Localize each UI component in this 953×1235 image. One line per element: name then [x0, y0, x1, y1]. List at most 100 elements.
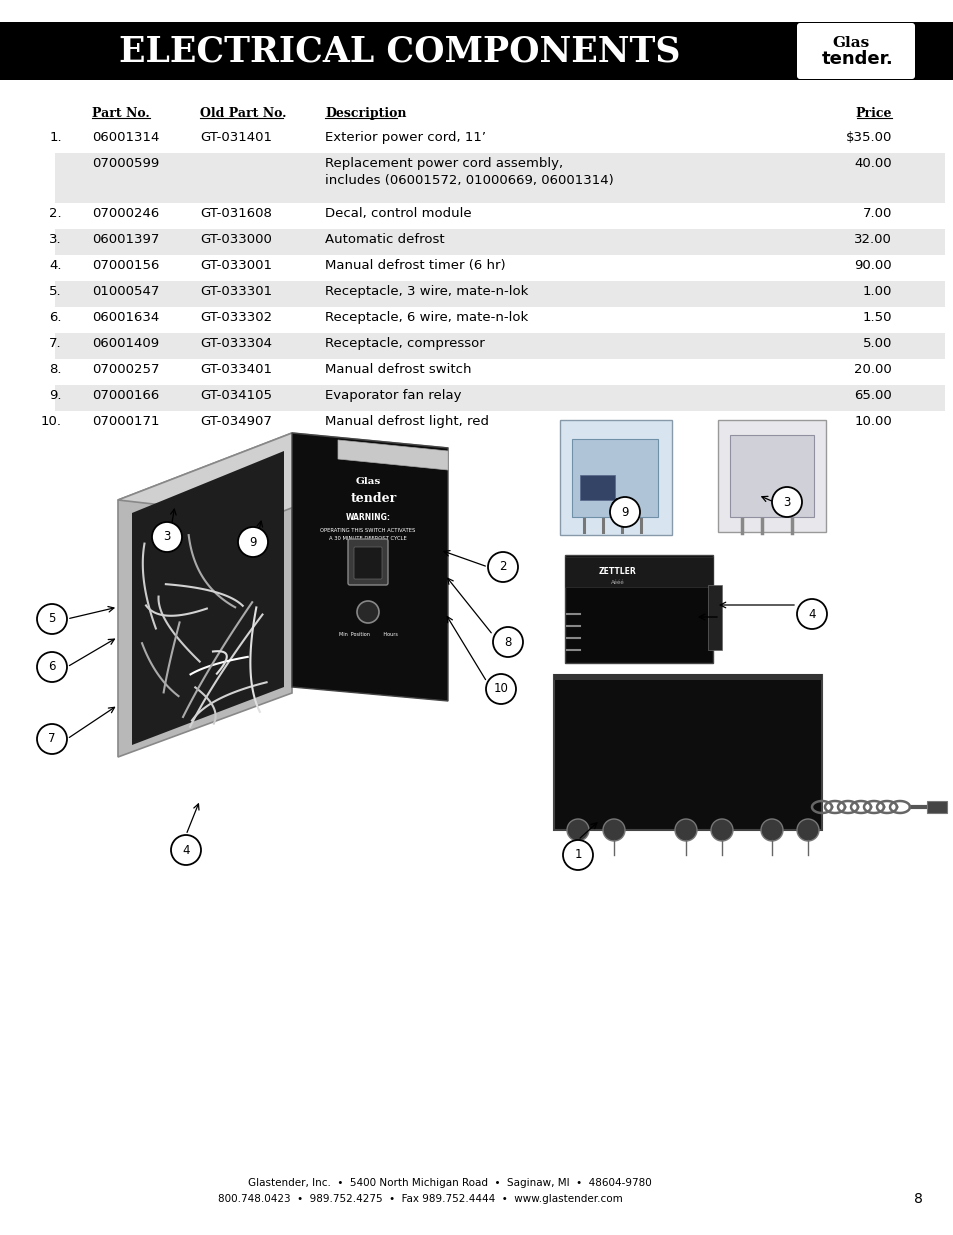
Circle shape — [760, 819, 782, 841]
Text: 06001409: 06001409 — [91, 337, 159, 350]
Text: 01000547: 01000547 — [91, 285, 159, 298]
Bar — [0, 22, 953, 80]
Text: 8: 8 — [504, 636, 511, 648]
Text: 20.00: 20.00 — [853, 363, 891, 375]
Circle shape — [356, 601, 378, 622]
Bar — [55, 153, 944, 203]
Text: 3.: 3. — [50, 233, 62, 246]
Text: 10.: 10. — [41, 415, 62, 429]
Text: 800.748.0423  •  989.752.4275  •  Fax 989.752.4444  •  www.glastender.com: 800.748.0423 • 989.752.4275 • Fax 989.75… — [217, 1194, 621, 1204]
Text: 8.: 8. — [50, 363, 62, 375]
Circle shape — [37, 652, 67, 682]
Text: 06001397: 06001397 — [91, 233, 159, 246]
Text: Old Part No.: Old Part No. — [200, 107, 286, 120]
Text: GT-034907: GT-034907 — [200, 415, 272, 429]
Text: Glas: Glas — [832, 36, 869, 49]
Text: ELECTRICAL COMPONENTS: ELECTRICAL COMPONENTS — [119, 35, 680, 68]
FancyBboxPatch shape — [718, 420, 825, 532]
Text: Part No.: Part No. — [91, 107, 150, 120]
Text: 10.00: 10.00 — [853, 415, 891, 429]
Text: Glastender, Inc.  •  5400 North Michigan Road  •  Saginaw, MI  •  48604-9780: Glastender, Inc. • 5400 North Michigan R… — [248, 1178, 651, 1188]
Text: 5.00: 5.00 — [862, 337, 891, 350]
Text: 07000599: 07000599 — [91, 157, 159, 170]
Polygon shape — [337, 440, 448, 471]
Text: 06001634: 06001634 — [91, 311, 159, 324]
Circle shape — [485, 674, 516, 704]
Text: 90.00: 90.00 — [854, 259, 891, 272]
Text: Automatic defrost: Automatic defrost — [325, 233, 444, 246]
Circle shape — [171, 835, 201, 864]
Text: 5: 5 — [49, 613, 55, 625]
Circle shape — [796, 819, 818, 841]
Text: Price: Price — [855, 107, 891, 120]
Text: Manual defrost timer (6 hr): Manual defrost timer (6 hr) — [325, 259, 505, 272]
Text: 9.: 9. — [50, 389, 62, 403]
Text: GT-033001: GT-033001 — [200, 259, 272, 272]
Circle shape — [796, 599, 826, 629]
Text: 9: 9 — [249, 536, 256, 548]
Polygon shape — [118, 433, 448, 517]
Circle shape — [710, 819, 732, 841]
Text: 7.00: 7.00 — [862, 207, 891, 220]
Text: GT-031401: GT-031401 — [200, 131, 272, 144]
Text: 1.50: 1.50 — [862, 311, 891, 324]
Bar — [707, 585, 721, 650]
Bar — [572, 438, 658, 517]
Text: Manual defrost light, red: Manual defrost light, red — [325, 415, 489, 429]
Text: GT-033000: GT-033000 — [200, 233, 272, 246]
Circle shape — [37, 724, 67, 755]
FancyBboxPatch shape — [796, 23, 914, 79]
Text: 1: 1 — [574, 848, 581, 862]
FancyBboxPatch shape — [348, 538, 388, 585]
Text: Min  Position         Hours: Min Position Hours — [338, 631, 397, 636]
Circle shape — [602, 819, 624, 841]
Text: 7.: 7. — [50, 337, 62, 350]
Polygon shape — [292, 433, 448, 701]
Text: 5.: 5. — [50, 285, 62, 298]
Text: 10: 10 — [493, 683, 508, 695]
Text: GT-033301: GT-033301 — [200, 285, 272, 298]
FancyBboxPatch shape — [559, 420, 671, 535]
Bar — [55, 228, 944, 254]
Text: 65.00: 65.00 — [853, 389, 891, 403]
Text: Exterior power cord, 11’: Exterior power cord, 11’ — [325, 131, 485, 144]
Text: 1.00: 1.00 — [862, 285, 891, 298]
Text: Glas: Glas — [355, 478, 380, 487]
Polygon shape — [118, 433, 292, 757]
Circle shape — [566, 819, 588, 841]
Text: 3: 3 — [782, 495, 790, 509]
Text: 07000246: 07000246 — [91, 207, 159, 220]
Text: ZETTLER: ZETTLER — [598, 568, 637, 577]
Bar — [55, 333, 944, 359]
Bar — [554, 676, 821, 830]
Text: tender: tender — [351, 492, 396, 505]
Bar — [55, 282, 944, 308]
Bar — [564, 555, 712, 663]
Text: 32.00: 32.00 — [853, 233, 891, 246]
Text: GT-033304: GT-033304 — [200, 337, 272, 350]
Text: WARNING:: WARNING: — [345, 514, 390, 522]
Text: 7: 7 — [49, 732, 55, 746]
Text: 4: 4 — [182, 844, 190, 857]
Bar — [554, 674, 821, 680]
Text: Evaporator fan relay: Evaporator fan relay — [325, 389, 461, 403]
Text: GT-031608: GT-031608 — [200, 207, 272, 220]
Text: GT-033401: GT-033401 — [200, 363, 272, 375]
Bar — [564, 557, 712, 587]
Text: 07000166: 07000166 — [91, 389, 159, 403]
Text: GT-033302: GT-033302 — [200, 311, 272, 324]
Bar — [579, 475, 615, 500]
Text: Receptacle, 6 wire, mate-n-lok: Receptacle, 6 wire, mate-n-lok — [325, 311, 528, 324]
Text: GT-034105: GT-034105 — [200, 389, 272, 403]
Circle shape — [152, 522, 182, 552]
Circle shape — [609, 496, 639, 527]
Circle shape — [237, 527, 268, 557]
Text: 07000171: 07000171 — [91, 415, 159, 429]
Bar — [0, 115, 953, 1174]
Text: Replacement power cord assembly,: Replacement power cord assembly, — [325, 157, 562, 170]
Text: 4.: 4. — [50, 259, 62, 272]
Text: 1.: 1. — [50, 131, 62, 144]
Text: Description: Description — [325, 107, 406, 120]
Bar — [55, 385, 944, 411]
Text: Aééé: Aééé — [611, 580, 624, 585]
